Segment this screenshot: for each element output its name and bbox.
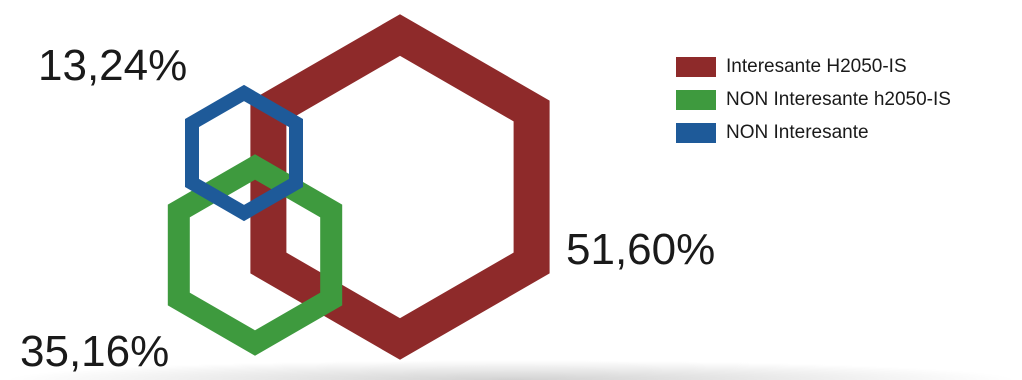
legend-swatch-green (676, 89, 716, 110)
legend-swatch-red (676, 56, 716, 77)
legend-item-non-interesante: NON Interesante (676, 116, 951, 149)
legend-label: Interesante H2050-IS (726, 55, 907, 77)
value-label-non-interesante-h2050: 35,16% (20, 327, 170, 376)
legend-label: NON Interesante h2050-IS (726, 88, 951, 110)
legend-label: NON Interesante (726, 121, 869, 143)
floor-shadow (0, 360, 1022, 380)
hexagon-non-interesante (185, 84, 303, 222)
legend-item-interesante: Interesante H2050-IS (676, 50, 951, 83)
value-label-interesante: 51,60% (566, 225, 716, 274)
legend: Interesante H2050-IS NON Interesante h20… (676, 50, 951, 149)
legend-swatch-blue (676, 122, 716, 143)
value-label-non-interesante: 13,24% (38, 41, 188, 90)
legend-item-non-interesante-h2050: NON Interesante h2050-IS (676, 83, 951, 116)
hexagon-non-interesante-h2050 (167, 154, 343, 356)
